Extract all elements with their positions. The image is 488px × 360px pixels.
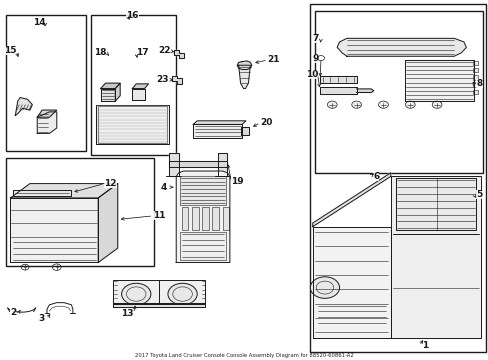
Polygon shape <box>395 178 475 230</box>
Circle shape <box>122 283 151 305</box>
Bar <box>192 207 198 230</box>
Polygon shape <box>98 184 118 262</box>
Polygon shape <box>37 110 57 117</box>
Text: 1: 1 <box>421 341 427 350</box>
Bar <box>315 12 483 173</box>
Polygon shape <box>312 226 390 338</box>
Polygon shape <box>336 39 466 56</box>
Text: 17: 17 <box>136 48 148 57</box>
Text: 6: 6 <box>372 172 379 181</box>
Polygon shape <box>193 121 245 125</box>
Polygon shape <box>390 176 480 338</box>
Bar <box>91 15 176 155</box>
Polygon shape <box>320 76 356 83</box>
Bar <box>472 68 477 72</box>
Polygon shape <box>217 153 227 176</box>
Text: 5: 5 <box>475 190 482 199</box>
Polygon shape <box>172 76 182 84</box>
Circle shape <box>405 101 414 108</box>
Polygon shape <box>101 89 115 101</box>
Polygon shape <box>113 303 205 307</box>
Text: 2: 2 <box>10 308 16 317</box>
Circle shape <box>378 101 387 108</box>
Bar <box>212 207 218 230</box>
Text: 11: 11 <box>153 211 165 220</box>
Bar <box>5 158 154 266</box>
Text: 15: 15 <box>4 46 17 55</box>
Polygon shape <box>10 198 98 262</box>
Bar <box>98 106 167 143</box>
Text: 4: 4 <box>161 183 167 192</box>
Text: 21: 21 <box>267 55 280 64</box>
Polygon shape <box>312 173 390 226</box>
Polygon shape <box>356 89 373 93</box>
Polygon shape <box>237 61 251 69</box>
Bar <box>202 207 208 230</box>
Polygon shape <box>132 89 144 100</box>
Text: 7: 7 <box>311 34 318 43</box>
Polygon shape <box>10 184 118 198</box>
Polygon shape <box>238 65 250 89</box>
Polygon shape <box>132 84 148 89</box>
Circle shape <box>167 283 197 305</box>
Bar <box>472 61 477 65</box>
Circle shape <box>431 101 441 108</box>
Text: 3: 3 <box>38 314 44 323</box>
Bar <box>472 82 477 87</box>
Polygon shape <box>173 50 183 58</box>
Text: 19: 19 <box>230 177 243 186</box>
Bar <box>472 90 477 94</box>
Text: 14: 14 <box>33 18 46 27</box>
Polygon shape <box>241 127 249 135</box>
Bar <box>472 75 477 80</box>
Polygon shape <box>405 60 473 101</box>
Text: 18: 18 <box>94 48 107 57</box>
Bar <box>310 4 485 352</box>
Bar <box>5 15 86 151</box>
Polygon shape <box>113 280 205 304</box>
Circle shape <box>327 101 336 108</box>
Text: 13: 13 <box>121 309 133 318</box>
Polygon shape <box>176 171 229 262</box>
Polygon shape <box>168 153 178 176</box>
Circle shape <box>310 277 339 298</box>
Text: 10: 10 <box>305 70 317 79</box>
Text: 8: 8 <box>475 79 482 88</box>
Polygon shape <box>115 83 120 101</box>
Bar <box>222 207 228 230</box>
Text: 16: 16 <box>126 10 138 19</box>
Circle shape <box>351 101 361 108</box>
Polygon shape <box>168 161 227 167</box>
Text: 22: 22 <box>158 46 170 55</box>
Bar <box>182 207 188 230</box>
Polygon shape <box>15 98 32 116</box>
Polygon shape <box>320 87 356 94</box>
Text: 23: 23 <box>156 75 168 84</box>
Bar <box>180 232 225 260</box>
Text: 20: 20 <box>260 118 272 127</box>
Bar <box>180 176 225 205</box>
Polygon shape <box>37 112 57 134</box>
Text: 2017 Toyota Land Cruiser Console Console Assembly Diagram for 88520-60861-A2: 2017 Toyota Land Cruiser Console Console… <box>135 352 353 357</box>
Polygon shape <box>96 105 168 144</box>
Polygon shape <box>13 190 71 196</box>
Text: 9: 9 <box>311 54 318 63</box>
Polygon shape <box>193 125 242 138</box>
Polygon shape <box>101 83 120 89</box>
Text: 12: 12 <box>104 179 117 188</box>
